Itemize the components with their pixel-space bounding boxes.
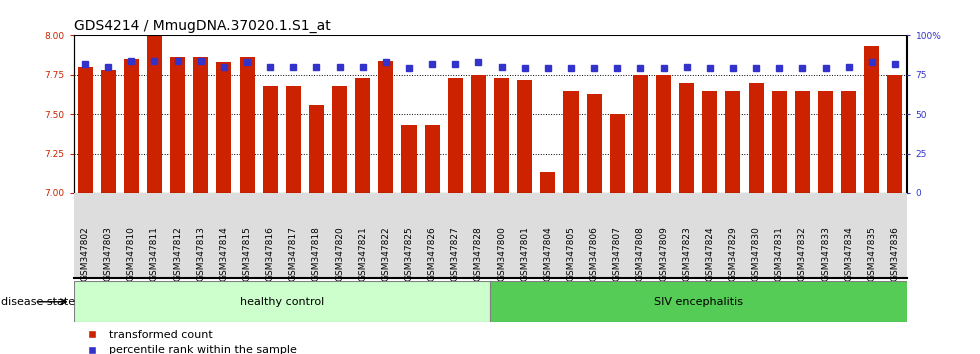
- Bar: [193, 57, 209, 193]
- Bar: [332, 86, 347, 193]
- Text: healthy control: healthy control: [240, 297, 323, 307]
- Bar: [703, 91, 717, 193]
- Bar: [610, 114, 625, 193]
- Bar: [795, 91, 809, 193]
- Bar: [771, 91, 787, 193]
- Bar: [841, 91, 857, 193]
- Legend: transformed count, percentile rank within the sample: transformed count, percentile rank withi…: [79, 328, 299, 354]
- Bar: [77, 67, 92, 193]
- Bar: [564, 91, 578, 193]
- Bar: [517, 80, 532, 193]
- Bar: [540, 172, 556, 193]
- Text: GDS4214 / MmugDNA.37020.1.S1_at: GDS4214 / MmugDNA.37020.1.S1_at: [74, 19, 330, 33]
- Bar: [864, 46, 879, 193]
- Bar: [679, 82, 694, 193]
- Bar: [239, 57, 255, 193]
- Text: disease state: disease state: [1, 297, 75, 307]
- Bar: [494, 78, 509, 193]
- Bar: [424, 125, 440, 193]
- Bar: [402, 125, 416, 193]
- Bar: [101, 70, 116, 193]
- Bar: [471, 75, 486, 193]
- Bar: [448, 78, 463, 193]
- Bar: [587, 94, 602, 193]
- Bar: [217, 62, 231, 193]
- Bar: [888, 75, 903, 193]
- Bar: [818, 91, 833, 193]
- Bar: [286, 86, 301, 193]
- Bar: [171, 57, 185, 193]
- Bar: [725, 91, 741, 193]
- Bar: [490, 281, 906, 322]
- Text: SIV encephalitis: SIV encephalitis: [654, 297, 743, 307]
- Bar: [263, 86, 277, 193]
- Bar: [633, 75, 648, 193]
- Bar: [309, 105, 324, 193]
- Bar: [74, 281, 490, 322]
- Bar: [656, 75, 671, 193]
- Bar: [355, 78, 370, 193]
- Bar: [378, 61, 393, 193]
- Bar: [147, 35, 162, 193]
- Bar: [749, 82, 763, 193]
- Bar: [123, 59, 139, 193]
